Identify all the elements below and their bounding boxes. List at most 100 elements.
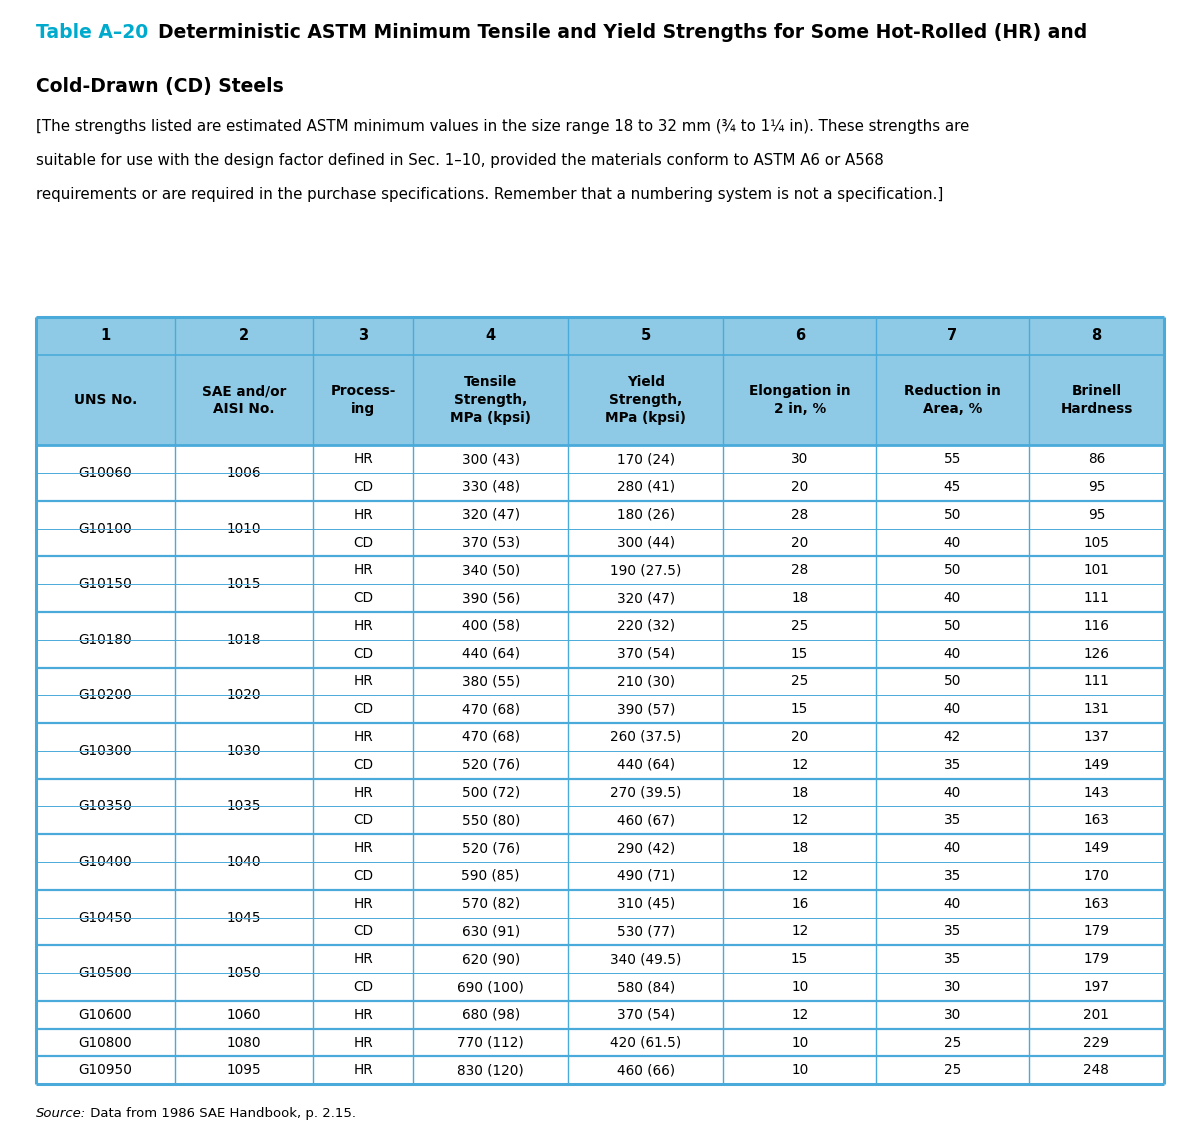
Text: Deterministic ASTM Minimum Tensile and Yield Strengths for Some Hot-Rolled (HR) : Deterministic ASTM Minimum Tensile and Y… [157, 23, 1087, 42]
Text: 163: 163 [1084, 896, 1109, 911]
Text: 35: 35 [944, 758, 961, 772]
Text: 86: 86 [1088, 452, 1105, 466]
Text: 320 (47): 320 (47) [462, 508, 520, 521]
Text: 1040: 1040 [227, 855, 262, 869]
Text: 570 (82): 570 (82) [462, 896, 520, 911]
Text: 18: 18 [791, 841, 809, 855]
Text: 40: 40 [944, 536, 961, 550]
Text: G10100: G10100 [78, 521, 132, 536]
Text: CD: CD [353, 702, 373, 716]
Text: Process-
ing: Process- ing [330, 384, 396, 416]
Text: Source:: Source: [36, 1107, 86, 1119]
Text: CD: CD [353, 591, 373, 605]
Text: 440 (64): 440 (64) [617, 758, 674, 772]
Text: 3: 3 [358, 329, 368, 343]
Text: 30: 30 [791, 452, 809, 466]
Text: 1030: 1030 [227, 744, 262, 758]
Text: G10060: G10060 [78, 466, 132, 480]
Text: 18: 18 [791, 591, 809, 605]
Text: UNS No.: UNS No. [73, 393, 137, 407]
Text: HR: HR [353, 508, 373, 521]
Text: 179: 179 [1084, 925, 1110, 938]
Text: 50: 50 [944, 508, 961, 521]
Text: 1050: 1050 [227, 966, 262, 980]
Text: 320 (47): 320 (47) [617, 591, 674, 605]
Text: G10600: G10600 [78, 1008, 132, 1022]
Text: Elongation in
2 in, %: Elongation in 2 in, % [749, 384, 851, 416]
Text: 2: 2 [239, 329, 250, 343]
Text: [The strengths listed are estimated ASTM minimum values in the size range 18 to : [The strengths listed are estimated ASTM… [36, 119, 970, 134]
Text: 180 (26): 180 (26) [617, 508, 674, 521]
Text: 1080: 1080 [227, 1036, 262, 1049]
Text: 28: 28 [791, 508, 809, 521]
Text: 179: 179 [1084, 952, 1110, 966]
Text: 55: 55 [943, 452, 961, 466]
Text: 6: 6 [794, 329, 805, 343]
Text: 12: 12 [791, 869, 809, 883]
Text: 248: 248 [1084, 1064, 1109, 1077]
Text: 500 (72): 500 (72) [462, 785, 520, 800]
Text: CD: CD [353, 925, 373, 938]
Text: 380 (55): 380 (55) [462, 674, 520, 689]
Text: 149: 149 [1084, 758, 1110, 772]
Text: CD: CD [353, 647, 373, 661]
Text: Cold-Drawn (CD) Steels: Cold-Drawn (CD) Steels [36, 77, 283, 96]
Text: 25: 25 [944, 1064, 961, 1077]
Text: 390 (57): 390 (57) [617, 702, 676, 716]
Text: Reduction in
Area, %: Reduction in Area, % [904, 384, 1001, 416]
Text: 300 (43): 300 (43) [462, 452, 520, 466]
Text: HR: HR [353, 674, 373, 689]
Text: 15: 15 [791, 647, 809, 661]
Text: 520 (76): 520 (76) [462, 758, 520, 772]
Text: 28: 28 [791, 563, 809, 578]
Text: G10180: G10180 [78, 632, 132, 647]
Text: 220 (32): 220 (32) [617, 619, 674, 633]
Text: 95: 95 [1087, 508, 1105, 521]
Text: G10950: G10950 [78, 1064, 132, 1077]
Text: CD: CD [353, 813, 373, 827]
Text: 1006: 1006 [227, 466, 262, 480]
Text: 40: 40 [944, 785, 961, 800]
Text: HR: HR [353, 452, 373, 466]
Text: 1095: 1095 [227, 1064, 262, 1077]
Text: 630 (91): 630 (91) [462, 925, 520, 938]
Text: 370 (54): 370 (54) [617, 1008, 674, 1022]
Text: 126: 126 [1084, 647, 1109, 661]
Text: 1045: 1045 [227, 911, 262, 925]
Text: 20: 20 [791, 480, 809, 494]
Text: 12: 12 [791, 813, 809, 827]
Text: Table A–20: Table A–20 [36, 23, 157, 42]
Text: HR: HR [353, 785, 373, 800]
Text: 290 (42): 290 (42) [617, 841, 674, 855]
Text: Data from 1986 SAE Handbook, p. 2.15.: Data from 1986 SAE Handbook, p. 2.15. [86, 1107, 356, 1119]
Text: SAE and/or
AISI No.: SAE and/or AISI No. [202, 384, 286, 416]
Text: 25: 25 [791, 674, 809, 689]
Text: 50: 50 [944, 563, 961, 578]
Text: 1060: 1060 [227, 1008, 262, 1022]
Text: 1015: 1015 [227, 577, 262, 591]
Text: HR: HR [353, 952, 373, 966]
Text: 143: 143 [1084, 785, 1109, 800]
Text: 111: 111 [1084, 591, 1109, 605]
Text: 35: 35 [944, 869, 961, 883]
Text: HR: HR [353, 619, 373, 633]
Text: 310 (45): 310 (45) [617, 896, 674, 911]
Text: G10300: G10300 [78, 744, 132, 758]
Text: Tensile
Strength,
MPa (kpsi): Tensile Strength, MPa (kpsi) [450, 375, 532, 425]
Text: G10350: G10350 [78, 800, 132, 813]
Text: 270 (39.5): 270 (39.5) [610, 785, 682, 800]
Text: 105: 105 [1084, 536, 1110, 550]
Text: 40: 40 [944, 647, 961, 661]
Text: G10800: G10800 [78, 1036, 132, 1049]
Text: 10: 10 [791, 1036, 809, 1049]
Text: HR: HR [353, 730, 373, 744]
Text: 1: 1 [100, 329, 110, 343]
Text: 15: 15 [791, 702, 809, 716]
Text: HR: HR [353, 896, 373, 911]
Text: HR: HR [353, 1036, 373, 1049]
Text: 10: 10 [791, 1064, 809, 1077]
Text: 18: 18 [791, 785, 809, 800]
Text: 30: 30 [944, 980, 961, 994]
Text: CD: CD [353, 869, 373, 883]
Text: 8: 8 [1091, 329, 1102, 343]
